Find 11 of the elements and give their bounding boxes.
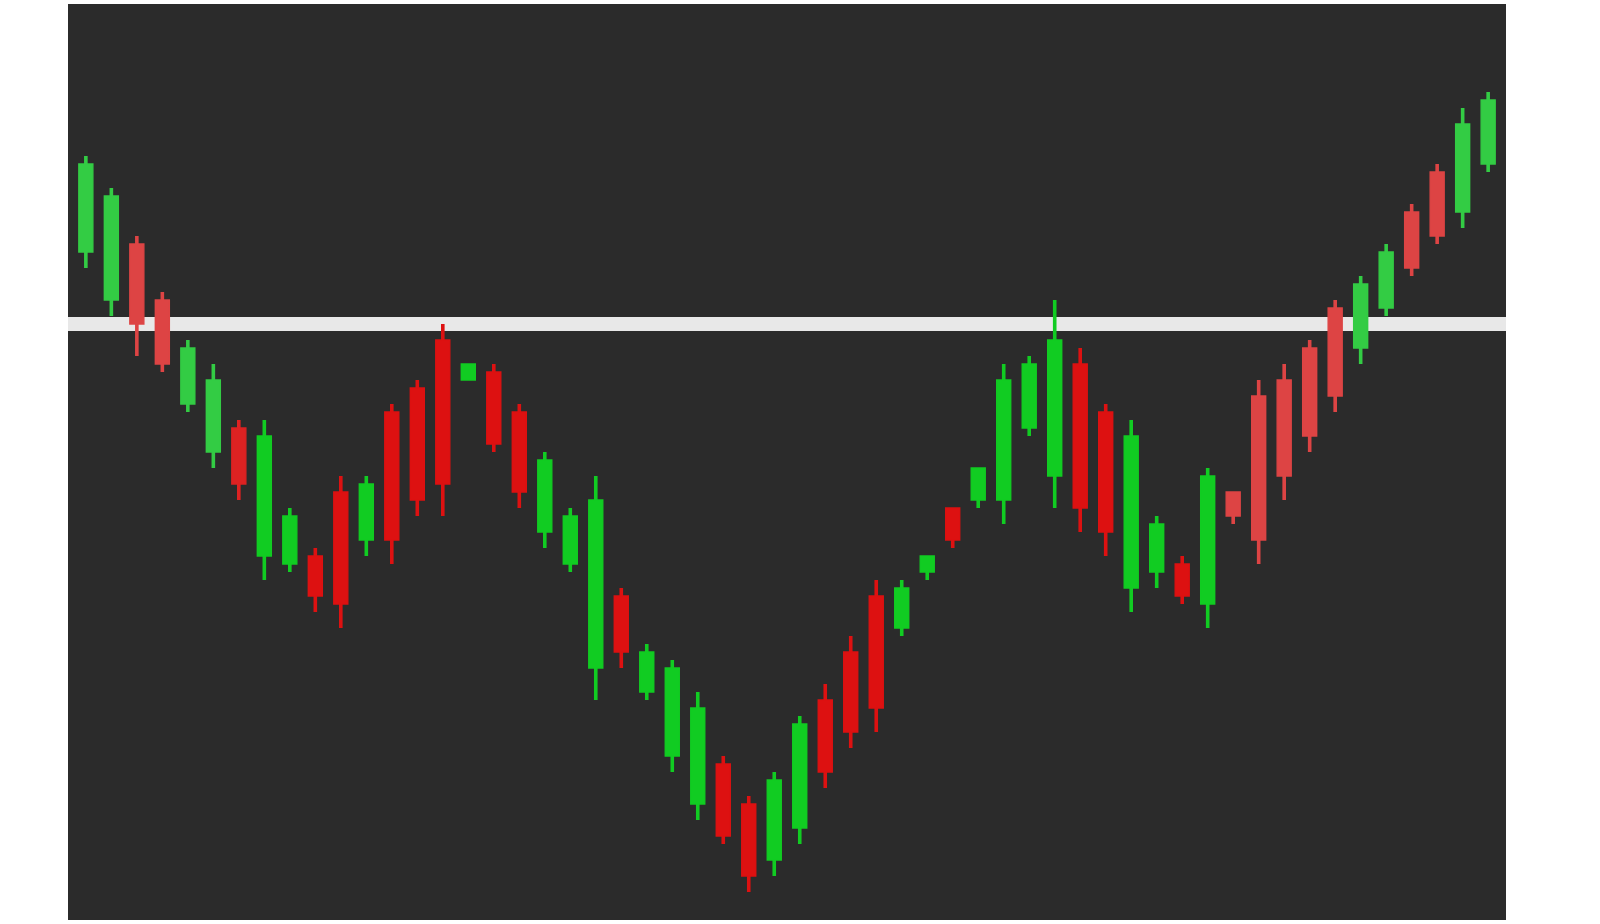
candlestick <box>919 554 935 582</box>
candlestick <box>970 466 986 510</box>
candlestick <box>307 546 324 614</box>
candlestick <box>1225 490 1241 526</box>
candlestick <box>894 578 910 638</box>
candlestick <box>282 506 298 574</box>
candlestick <box>1148 514 1165 590</box>
candlestick <box>945 506 961 550</box>
candlestick <box>562 506 578 574</box>
candlestick <box>1174 554 1190 606</box>
candlestick <box>639 642 655 702</box>
